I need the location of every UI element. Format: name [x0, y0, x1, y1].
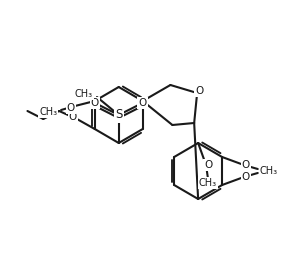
- Text: O: O: [69, 112, 77, 122]
- Text: CH₃: CH₃: [260, 166, 278, 176]
- Text: O: O: [195, 86, 203, 96]
- Text: CH₃: CH₃: [199, 178, 217, 188]
- Text: CH₃: CH₃: [75, 89, 93, 99]
- Text: O: O: [242, 160, 250, 170]
- Text: O: O: [67, 103, 75, 113]
- Text: O: O: [138, 98, 147, 108]
- Text: CH₃: CH₃: [262, 166, 280, 176]
- Text: O: O: [204, 160, 212, 170]
- Text: O: O: [91, 98, 99, 108]
- Text: S: S: [115, 108, 122, 121]
- Text: O: O: [242, 172, 250, 182]
- Text: CH₃: CH₃: [39, 107, 57, 117]
